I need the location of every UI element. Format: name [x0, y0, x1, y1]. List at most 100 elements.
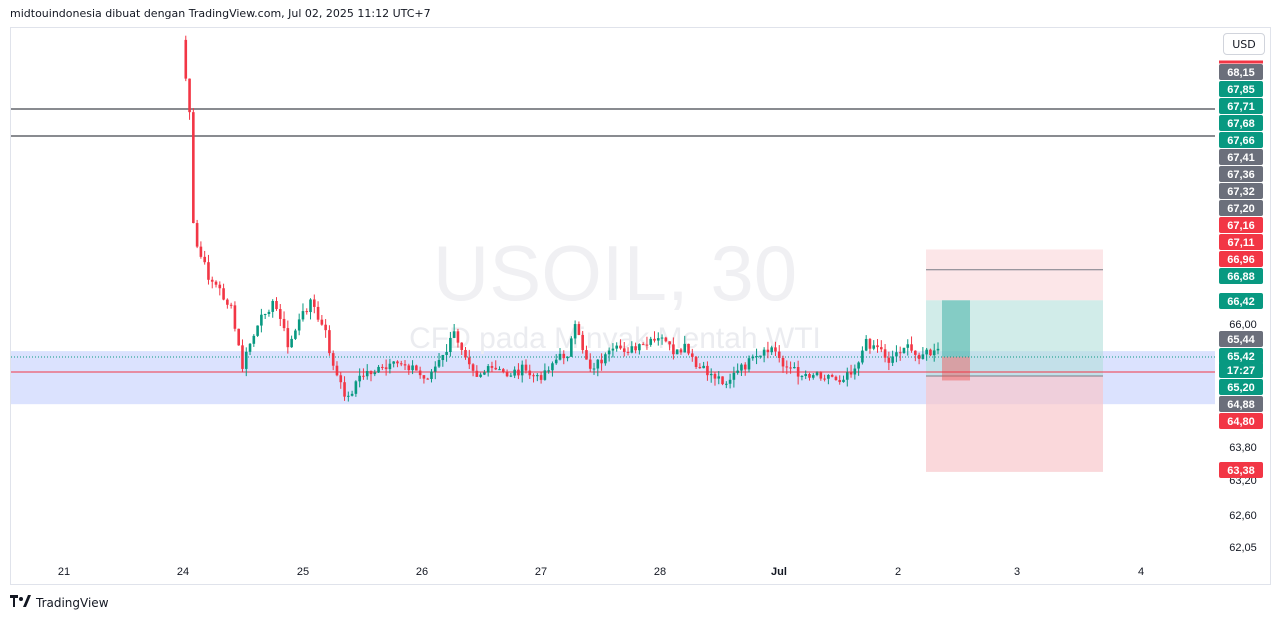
price-label-box: [1219, 64, 1263, 80]
candle-body: [392, 361, 395, 364]
price-label-text: 64,88: [1227, 399, 1255, 411]
candle-body: [740, 364, 743, 371]
candle-body: [853, 368, 857, 375]
candle-body: [827, 374, 830, 379]
candle-body: [233, 305, 237, 329]
x-tick-label: 28: [654, 566, 666, 578]
candle-body: [479, 374, 482, 377]
candle-body: [687, 343, 690, 354]
x-tick-label: 26: [416, 566, 428, 578]
candle-body: [683, 343, 687, 353]
price-label-text: 65,42: [1227, 351, 1255, 363]
candle-body: [282, 318, 286, 329]
price-label-text: 68,15: [1227, 67, 1255, 79]
candle-body: [373, 372, 377, 375]
candle-body: [358, 375, 361, 382]
candle-body: [475, 370, 479, 377]
candle-body: [604, 354, 607, 364]
candle-body: [932, 350, 936, 356]
candle-body: [588, 359, 592, 369]
candle-body: [222, 288, 225, 300]
y-tick-label: 62,60: [1229, 510, 1257, 522]
price-label-text: 67,85: [1227, 84, 1255, 96]
price-label-text: 67,71: [1227, 101, 1255, 113]
position-upper-box[interactable]: [926, 249, 1103, 301]
position-loss-box[interactable]: [926, 375, 1103, 472]
candle-body: [672, 344, 675, 355]
candle-body: [543, 370, 547, 380]
candle-body: [781, 357, 785, 367]
candle-body: [706, 365, 709, 376]
candle-body: [199, 246, 203, 257]
price-label-text: 66,88: [1227, 271, 1255, 283]
candle-body: [316, 306, 320, 320]
currency-button[interactable]: USD: [1223, 33, 1265, 55]
candle-body: [248, 343, 252, 352]
candle-body: [842, 379, 845, 383]
footer-brand[interactable]: TradingView: [10, 595, 109, 610]
candle-body: [301, 311, 305, 320]
candle-body: [532, 375, 535, 377]
candle-body: [441, 354, 445, 361]
candle-body: [365, 371, 369, 377]
candle-body: [785, 366, 789, 368]
candle-body: [838, 380, 842, 383]
candle-body: [864, 338, 868, 351]
candle-body: [668, 341, 671, 345]
candle-body: [819, 372, 823, 379]
candle-body: [607, 350, 611, 355]
position-profit-box[interactable]: [926, 300, 1103, 376]
candle-body: [195, 223, 199, 247]
candle-body: [774, 347, 777, 352]
candle-body: [808, 374, 811, 378]
candle-body: [845, 372, 849, 380]
candle-body: [876, 345, 879, 348]
x-tick-label: Jul: [771, 566, 787, 578]
candle-body: [914, 350, 917, 355]
candle-body: [664, 337, 668, 342]
x-tick-label: 3: [1014, 566, 1020, 578]
candle-body: [422, 375, 426, 379]
candle-body: [830, 374, 834, 377]
y-tick-label: 63,80: [1229, 442, 1257, 454]
candle-body: [566, 356, 569, 359]
chart-frame[interactable]: [10, 27, 1271, 585]
candle-body: [275, 301, 278, 310]
candle-body: [898, 352, 902, 354]
candle-body: [324, 324, 327, 331]
candle-body: [925, 349, 928, 355]
candle-body: [347, 395, 350, 397]
candle-body: [415, 365, 418, 371]
candle-body: [872, 345, 876, 349]
price-label-text: 66,42: [1227, 296, 1255, 308]
candle-body: [732, 372, 736, 380]
candle-body: [777, 351, 781, 358]
candle-body: [471, 364, 475, 371]
candle-body: [403, 364, 407, 366]
candle-body: [713, 373, 717, 379]
candle-body: [290, 338, 293, 348]
y-tick-label: 62,05: [1229, 542, 1257, 554]
candle-body: [880, 347, 883, 350]
price-label-text: 67,32: [1227, 186, 1255, 198]
candle-body: [309, 299, 312, 313]
candle-body: [214, 281, 218, 285]
candle-body: [362, 375, 365, 377]
candle-body: [377, 366, 380, 373]
candle-body: [554, 359, 558, 364]
candle-body: [721, 376, 724, 385]
candle-body: [536, 375, 539, 377]
candle-body: [354, 381, 358, 394]
candle-body: [464, 349, 467, 358]
candle-body: [297, 319, 301, 331]
candle-body: [725, 383, 728, 385]
candle-body: [562, 353, 566, 359]
candle-body: [286, 328, 290, 348]
candle-body: [887, 357, 891, 363]
candle-body: [728, 379, 732, 384]
candle-body: [369, 371, 373, 375]
candle-body: [467, 357, 471, 365]
candle-body: [430, 371, 433, 379]
price-label-box: [1219, 293, 1263, 309]
